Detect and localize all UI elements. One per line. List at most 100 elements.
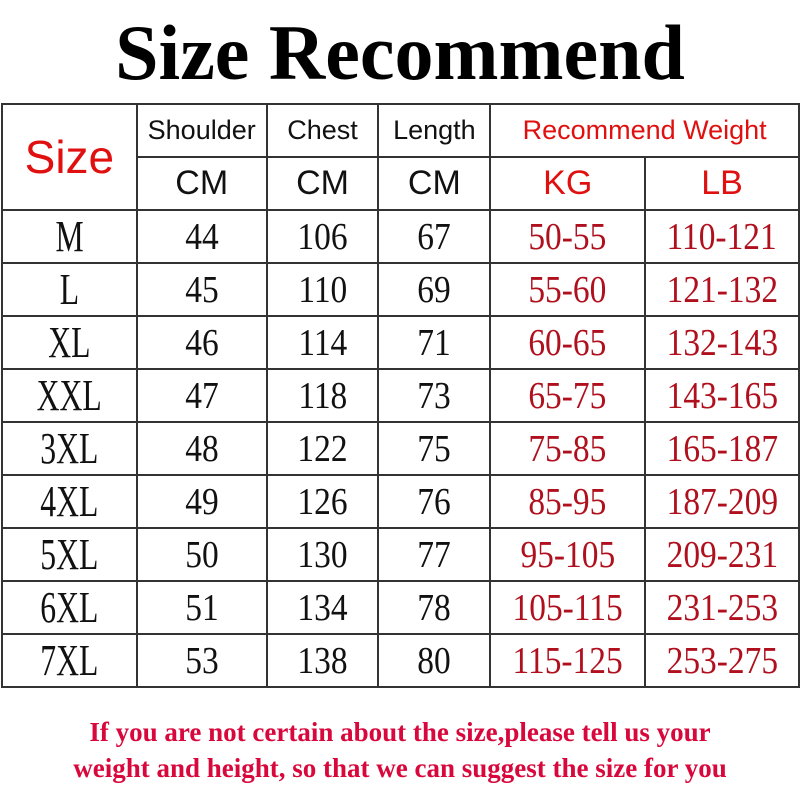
weight-kg-cell: 75-85 bbox=[489, 421, 647, 476]
weight-kg-cell: 60-65 bbox=[489, 315, 647, 370]
weight-kg-cell: 115-125 bbox=[489, 633, 647, 688]
size-value: 6XL bbox=[40, 583, 99, 632]
weight-kg-cell: 65-75 bbox=[489, 368, 647, 423]
shoulder-cell: 51 bbox=[135, 580, 268, 635]
chest-cell: 106 bbox=[265, 209, 380, 264]
size-value: XXL bbox=[36, 371, 102, 420]
size-cell: 4XL bbox=[1, 474, 138, 529]
shoulder-value: 50 bbox=[184, 533, 219, 576]
length-value: 67 bbox=[417, 215, 452, 258]
shoulder-value: 53 bbox=[184, 639, 219, 682]
weight-kg-value: 65-75 bbox=[528, 374, 607, 417]
weight-kg-cell: 50-55 bbox=[489, 209, 647, 264]
chest-value: 130 bbox=[297, 533, 348, 576]
chest-value: 122 bbox=[297, 427, 348, 470]
shoulder-cell: 47 bbox=[135, 368, 268, 423]
length-cell: 76 bbox=[377, 474, 492, 529]
weight-lb-cell: 121-132 bbox=[644, 262, 800, 317]
size-cell: XXL bbox=[1, 368, 138, 423]
size-value: 4XL bbox=[40, 477, 99, 526]
footer-line-2: weight and height, so that we can sugges… bbox=[73, 753, 727, 783]
size-value: 3XL bbox=[40, 424, 99, 473]
shoulder-cell: 44 bbox=[135, 209, 268, 264]
size-cell: XL bbox=[1, 315, 138, 370]
weight-kg-value: 75-85 bbox=[528, 427, 607, 470]
shoulder-value: 47 bbox=[184, 374, 219, 417]
size-cell: 3XL bbox=[1, 421, 138, 476]
weight-lb-value: 231-253 bbox=[666, 586, 778, 629]
table-row: L 45 110 69 55-60 121-132 bbox=[1, 262, 800, 317]
size-cell: L bbox=[1, 262, 138, 317]
table-row: M 44 106 67 50-55 110-121 bbox=[1, 209, 800, 264]
unit-row: CM CM CM KG LB bbox=[2, 156, 800, 211]
chest-cell: 138 bbox=[265, 633, 380, 688]
length-value: 77 bbox=[417, 533, 452, 576]
length-cell: 78 bbox=[377, 580, 492, 635]
shoulder-header: Shoulder bbox=[135, 103, 268, 158]
weight-kg-cell: 105-115 bbox=[489, 580, 647, 635]
length-cell: 69 bbox=[377, 262, 492, 317]
size-value: M bbox=[55, 212, 84, 261]
shoulder-value: 49 bbox=[184, 480, 219, 523]
chest-value: 110 bbox=[298, 268, 348, 311]
weight-kg-cell: 55-60 bbox=[489, 262, 647, 317]
weight-lb-value: 209-231 bbox=[666, 533, 778, 576]
length-cell: 67 bbox=[377, 209, 492, 264]
shoulder-cell: 48 bbox=[135, 421, 268, 476]
size-cell: 5XL bbox=[1, 527, 138, 582]
chest-cell: 134 bbox=[265, 580, 380, 635]
length-value: 76 bbox=[417, 480, 452, 523]
page-title: Size Recommend bbox=[115, 9, 685, 96]
chest-cell: 110 bbox=[265, 262, 380, 317]
table-row: XXL 47 118 73 65-75 143-165 bbox=[1, 368, 800, 423]
shoulder-value: 45 bbox=[184, 268, 219, 311]
size-cell: 6XL bbox=[1, 580, 138, 635]
shoulder-cell: 49 bbox=[135, 474, 268, 529]
size-value: L bbox=[59, 265, 80, 314]
footer-line-1: If you are not certain about the size,pl… bbox=[89, 717, 711, 747]
chest-value: 134 bbox=[297, 586, 348, 629]
chest-value: 114 bbox=[298, 321, 348, 364]
chest-value: 126 bbox=[297, 480, 348, 523]
length-value: 69 bbox=[417, 268, 452, 311]
shoulder-cell: 46 bbox=[135, 315, 268, 370]
size-cell: M bbox=[1, 209, 138, 264]
weight-kg-cell: 85-95 bbox=[489, 474, 647, 529]
weight-lb-cell: 253-275 bbox=[644, 633, 800, 688]
chest-header: Chest bbox=[265, 103, 380, 158]
kg-unit: KG bbox=[489, 156, 647, 211]
weight-kg-value: 55-60 bbox=[528, 268, 607, 311]
size-chart-table: Size Shoulder Chest Length Recommend Wei… bbox=[1, 103, 800, 688]
length-value: 80 bbox=[417, 639, 452, 682]
shoulder-cell: 50 bbox=[135, 527, 268, 582]
table-row: 4XL 49 126 76 85-95 187-209 bbox=[1, 474, 800, 529]
weight-lb-cell: 231-253 bbox=[644, 580, 800, 635]
length-cell: 77 bbox=[377, 527, 492, 582]
table-row: 6XL 51 134 78 105-115 231-253 bbox=[1, 580, 800, 635]
chest-cell: 122 bbox=[265, 421, 380, 476]
length-value: 71 bbox=[417, 321, 452, 364]
shoulder-value: 51 bbox=[184, 586, 219, 629]
header-row: Size Shoulder Chest Length Recommend Wei… bbox=[1, 103, 800, 211]
weight-lb-cell: 143-165 bbox=[644, 368, 800, 423]
weight-kg-value: 105-115 bbox=[512, 586, 623, 629]
weight-lb-cell: 110-121 bbox=[644, 209, 800, 264]
size-header: Size bbox=[1, 103, 138, 211]
length-cell: 75 bbox=[377, 421, 492, 476]
weight-lb-value: 121-132 bbox=[666, 268, 778, 311]
chest-unit: CM bbox=[265, 156, 380, 211]
length-value: 75 bbox=[417, 427, 452, 470]
length-value: 78 bbox=[417, 586, 452, 629]
shoulder-cell: 45 bbox=[135, 262, 268, 317]
shoulder-cell: 53 bbox=[135, 633, 268, 688]
weight-kg-value: 95-105 bbox=[520, 533, 616, 576]
shoulder-value: 46 bbox=[184, 321, 219, 364]
size-value: 5XL bbox=[40, 530, 99, 579]
weight-kg-value: 115-125 bbox=[512, 639, 623, 682]
weight-lb-value: 110-121 bbox=[666, 215, 778, 258]
chest-cell: 130 bbox=[265, 527, 380, 582]
shoulder-value: 48 bbox=[184, 427, 219, 470]
weight-lb-value: 143-165 bbox=[666, 374, 778, 417]
recommend-weight-header: Recommend Weight bbox=[489, 103, 800, 158]
table-row: XL 46 114 71 60-65 132-143 bbox=[1, 315, 800, 370]
